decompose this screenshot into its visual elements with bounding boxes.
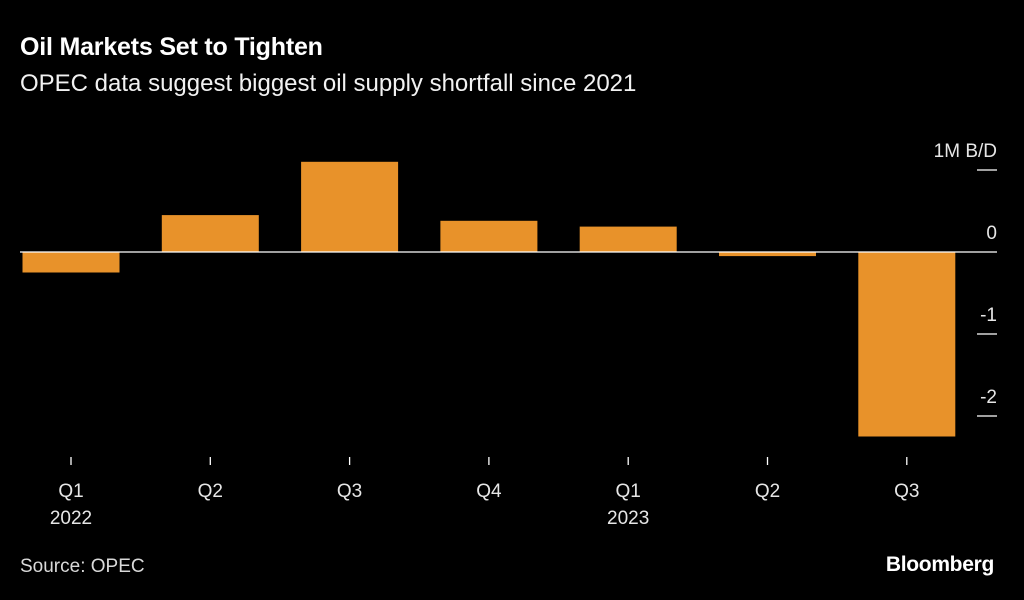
chart-subtitle: OPEC data suggest biggest oil supply sho… [20, 70, 637, 97]
y-tick-label: -2 [980, 387, 997, 408]
chart-title: Oil Markets Set to Tighten [20, 33, 323, 61]
y-tick-label: -1 [980, 305, 997, 326]
x-tick-label: Q2 [198, 481, 223, 502]
y-tick-label: 0 [986, 223, 997, 244]
bloomberg-logo: Bloomberg [885, 553, 994, 576]
bar-q4-2022 [440, 220, 538, 252]
x-tick-label: Q2 [755, 481, 780, 502]
bar-q3-2022 [301, 161, 399, 252]
x-tick-year-label: 2022 [50, 508, 92, 529]
bar-q3-2023 [858, 252, 956, 437]
source-note: Source: OPEC [20, 556, 145, 577]
bar-q2-2022 [161, 215, 259, 252]
bar-chart: 1M B/D 0 -1 -2 Q1 2022 Q2 Q3 Q4 Q1 2023 Q2 Q3 [20, 141, 997, 529]
x-tick-label: Q3 [894, 481, 919, 502]
x-tick-label: Q1 [616, 481, 641, 502]
bar-q2-2023 [719, 252, 816, 257]
y-tick-label: 1M B/D [934, 141, 997, 162]
bar-q1-2022 [22, 252, 120, 273]
x-tick-label: Q1 [58, 481, 83, 502]
x-tick-year-label: 2023 [607, 508, 649, 529]
bar-q1-2023 [579, 226, 677, 252]
x-tick-label: Q4 [476, 481, 502, 502]
x-tick-label: Q3 [337, 481, 362, 502]
